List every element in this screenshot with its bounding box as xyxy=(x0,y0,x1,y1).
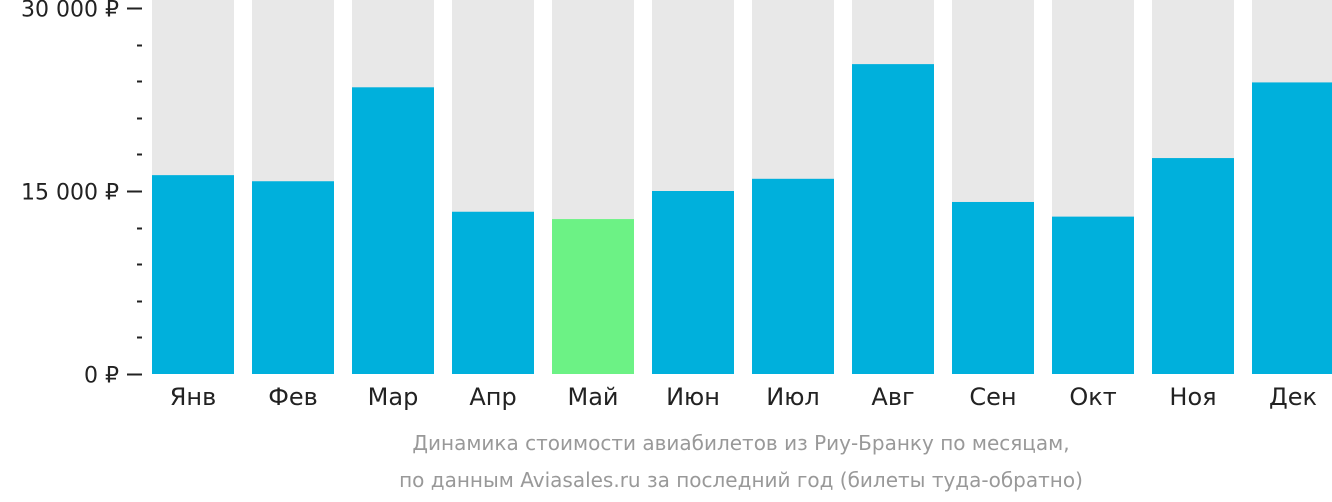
bar xyxy=(752,178,834,374)
x-category-label: Июл xyxy=(766,383,820,411)
x-category-label: Окт xyxy=(1069,383,1116,411)
x-category-label: Мар xyxy=(368,383,419,411)
x-category-label: Ноя xyxy=(1169,383,1216,411)
bar xyxy=(1052,216,1134,374)
x-category-label: Июн xyxy=(666,383,720,411)
bar xyxy=(252,181,334,374)
x-category-label: Май xyxy=(567,383,618,411)
x-category-label: Фев xyxy=(268,383,318,411)
bar xyxy=(152,175,234,374)
bar xyxy=(1152,158,1234,374)
x-category-label: Апр xyxy=(469,383,516,411)
bar xyxy=(552,219,634,374)
y-tick-label: 15 000 ₽ xyxy=(21,181,119,206)
y-tick-label: 30 000 ₽ xyxy=(21,0,119,23)
bar xyxy=(952,201,1034,374)
x-category-label: Дек xyxy=(1269,383,1317,411)
bar xyxy=(452,211,534,374)
bar xyxy=(1252,82,1332,375)
bar xyxy=(852,64,934,375)
x-category-label: Янв xyxy=(170,383,217,411)
x-category-label: Сен xyxy=(969,383,1016,411)
bar xyxy=(352,87,434,375)
chart-caption-line-1: Динамика стоимости авиабилетов из Риу-Бр… xyxy=(412,431,1070,455)
x-category-label: Авг xyxy=(871,383,914,411)
bar xyxy=(652,191,734,374)
y-tick-label: 0 ₽ xyxy=(84,364,119,389)
chart-caption-line-2: по данным Aviasales.ru за последний год … xyxy=(399,468,1083,492)
